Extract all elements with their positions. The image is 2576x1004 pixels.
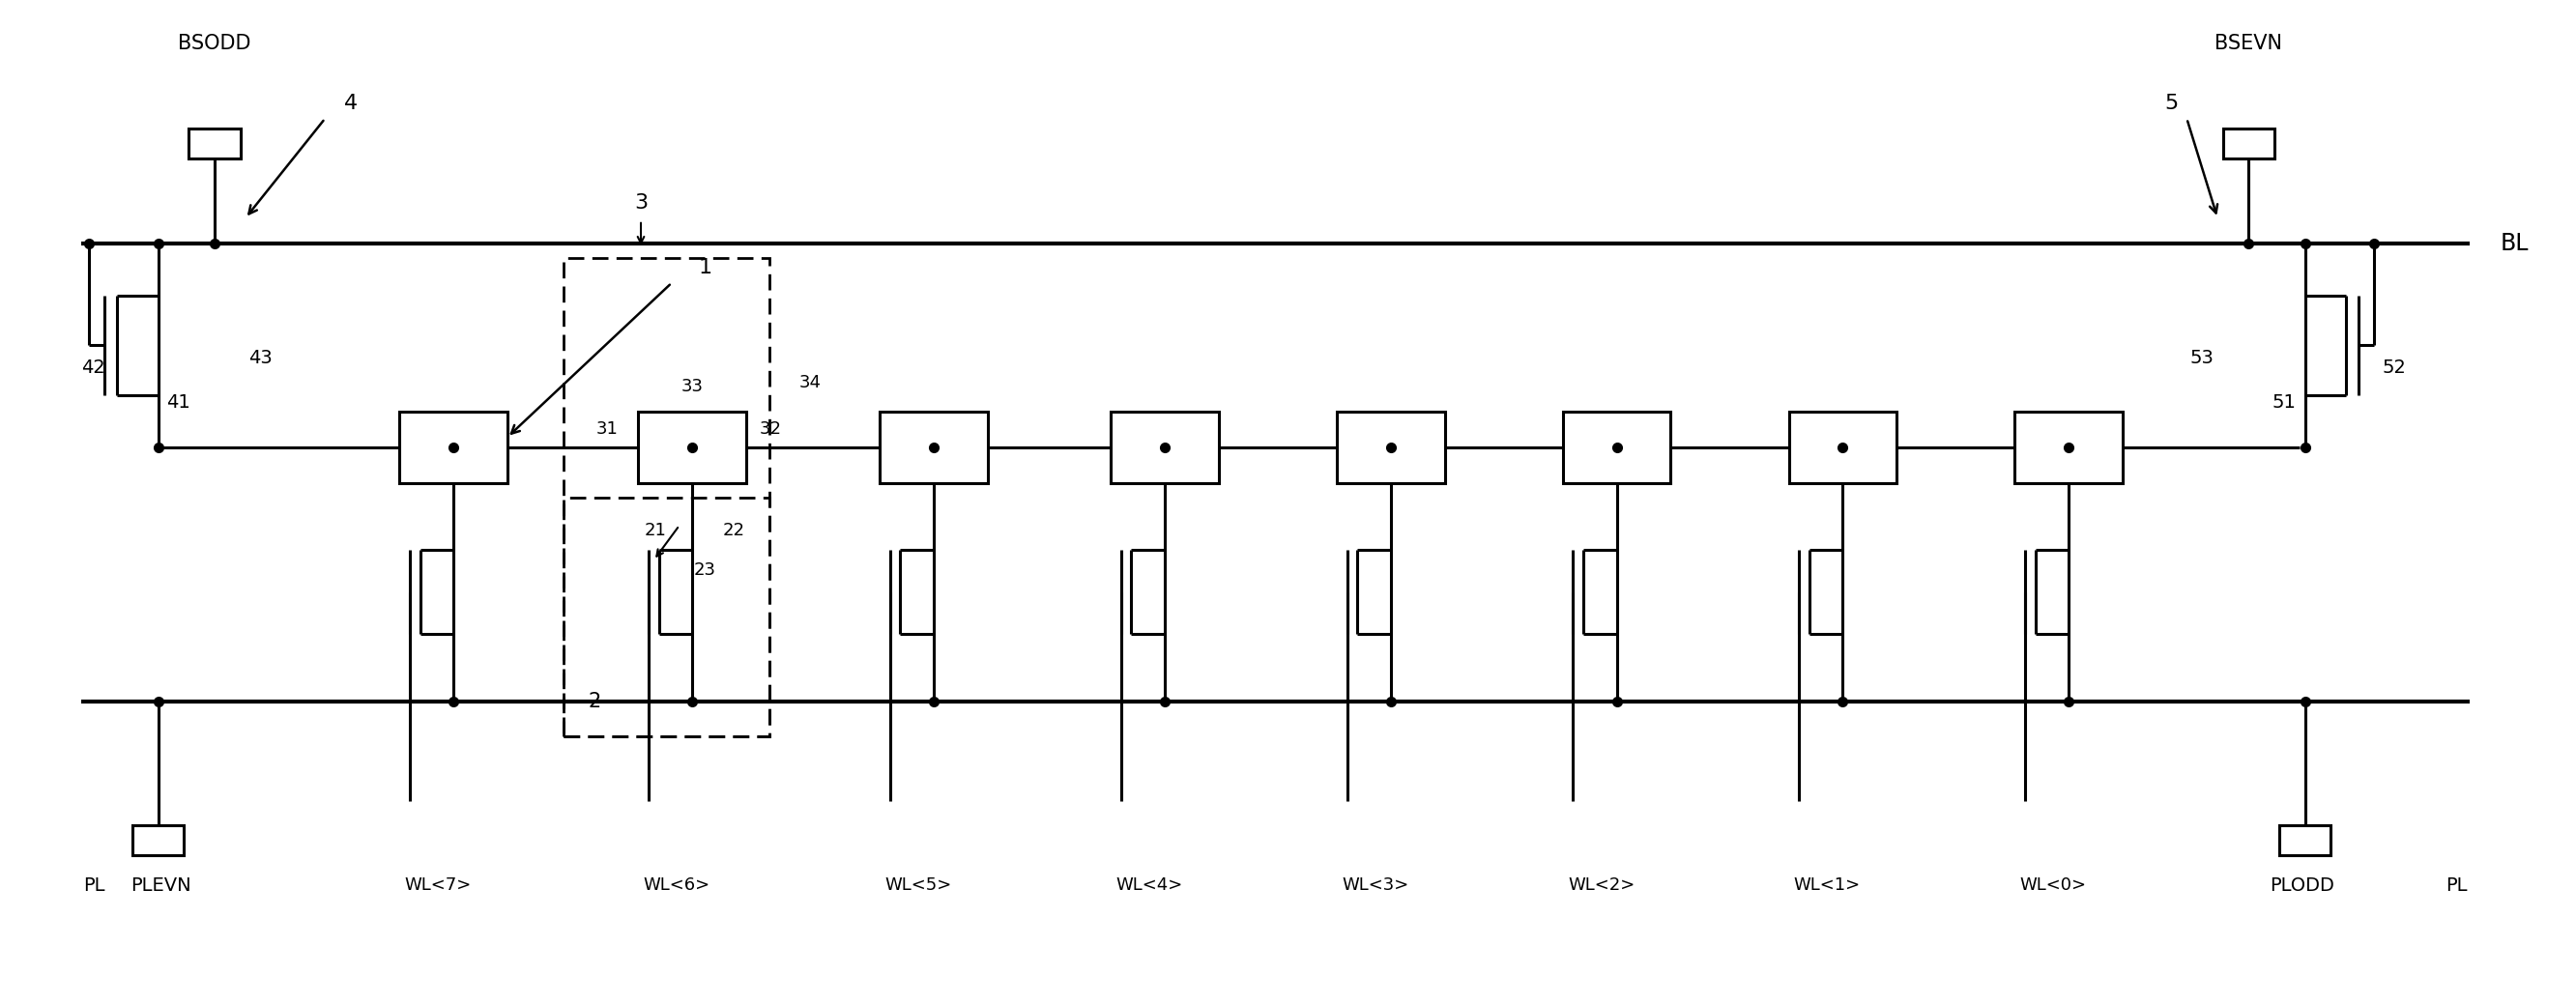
Bar	[1788, 412, 1896, 483]
Text: WL<1>: WL<1>	[1793, 876, 1860, 895]
Text: 53: 53	[2190, 348, 2215, 366]
Text: 42: 42	[80, 358, 106, 376]
Text: 2: 2	[587, 692, 600, 711]
Text: WL<6>: WL<6>	[644, 876, 711, 895]
Text: WL<2>: WL<2>	[1569, 876, 1636, 895]
Text: PL: PL	[2445, 876, 2468, 895]
Text: 1: 1	[698, 258, 711, 278]
Text: BL: BL	[2501, 232, 2530, 255]
Text: WL<5>: WL<5>	[884, 876, 951, 895]
Bar	[1337, 412, 1445, 483]
Text: 34: 34	[799, 373, 822, 392]
Bar	[1564, 412, 1672, 483]
Text: WL<7>: WL<7>	[404, 876, 471, 895]
Bar	[2223, 129, 2275, 159]
Bar	[564, 258, 770, 736]
Text: WL<0>: WL<0>	[2020, 876, 2087, 895]
Bar	[131, 825, 183, 855]
Text: PL: PL	[82, 876, 106, 895]
Text: 23: 23	[693, 561, 716, 579]
Text: 21: 21	[644, 522, 667, 539]
Text: 31: 31	[595, 421, 618, 438]
Bar	[188, 129, 240, 159]
Text: 41: 41	[167, 394, 191, 412]
Bar	[639, 412, 747, 483]
Bar	[2280, 825, 2331, 855]
Text: 4: 4	[343, 94, 358, 113]
Bar	[2014, 412, 2123, 483]
Text: BSODD: BSODD	[178, 34, 250, 53]
Bar	[1110, 412, 1218, 483]
Text: 3: 3	[634, 194, 647, 213]
Text: PLEVN: PLEVN	[131, 876, 191, 895]
Text: BSEVN: BSEVN	[2215, 34, 2282, 53]
Bar	[878, 412, 987, 483]
Text: WL<4>: WL<4>	[1115, 876, 1182, 895]
Text: 22: 22	[724, 522, 744, 539]
Text: 51: 51	[2272, 394, 2295, 412]
Text: PLODD: PLODD	[2269, 876, 2334, 895]
Text: 43: 43	[250, 348, 273, 366]
Bar	[399, 412, 507, 483]
Text: WL<3>: WL<3>	[1342, 876, 1409, 895]
Text: 32: 32	[760, 421, 781, 438]
Bar	[564, 498, 770, 736]
Text: 33: 33	[680, 378, 703, 396]
Text: 5: 5	[2164, 94, 2179, 113]
Text: 52: 52	[2383, 358, 2406, 376]
